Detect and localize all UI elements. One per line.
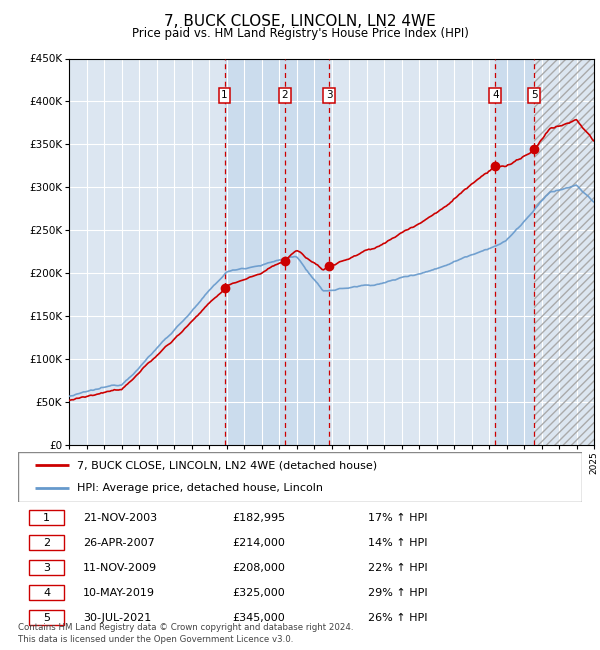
FancyBboxPatch shape (29, 610, 64, 625)
Text: 5: 5 (43, 613, 50, 623)
FancyBboxPatch shape (29, 560, 64, 575)
FancyBboxPatch shape (18, 452, 582, 502)
Text: £214,000: £214,000 (232, 538, 285, 548)
Text: 7, BUCK CLOSE, LINCOLN, LN2 4WE: 7, BUCK CLOSE, LINCOLN, LN2 4WE (164, 14, 436, 29)
Text: 21-NOV-2003: 21-NOV-2003 (83, 513, 157, 523)
Text: £208,000: £208,000 (232, 563, 285, 573)
Text: 5: 5 (531, 90, 538, 100)
Text: 11-NOV-2009: 11-NOV-2009 (83, 563, 157, 573)
Text: £325,000: £325,000 (232, 588, 285, 598)
Text: 2: 2 (43, 538, 50, 548)
Text: £345,000: £345,000 (232, 613, 285, 623)
Text: 1: 1 (221, 90, 228, 100)
Text: This data is licensed under the Open Government Licence v3.0.: This data is licensed under the Open Gov… (18, 634, 293, 644)
Text: 29% ↑ HPI: 29% ↑ HPI (368, 588, 427, 598)
Text: 1: 1 (43, 513, 50, 523)
Text: 3: 3 (43, 563, 50, 573)
Text: 17% ↑ HPI: 17% ↑ HPI (368, 513, 427, 523)
Text: 3: 3 (326, 90, 332, 100)
Bar (224, 58, 329, 445)
Bar (534, 58, 594, 445)
Text: 22% ↑ HPI: 22% ↑ HPI (368, 563, 427, 573)
Bar (495, 58, 534, 445)
Text: 7, BUCK CLOSE, LINCOLN, LN2 4WE (detached house): 7, BUCK CLOSE, LINCOLN, LN2 4WE (detache… (77, 460, 377, 470)
Text: 4: 4 (43, 588, 50, 598)
Text: 26-APR-2007: 26-APR-2007 (83, 538, 155, 548)
FancyBboxPatch shape (29, 586, 64, 601)
FancyBboxPatch shape (29, 510, 64, 525)
Text: 4: 4 (492, 90, 499, 100)
Text: £182,995: £182,995 (232, 513, 286, 523)
Text: 30-JUL-2021: 30-JUL-2021 (83, 613, 151, 623)
Text: 2: 2 (281, 90, 288, 100)
Text: Price paid vs. HM Land Registry's House Price Index (HPI): Price paid vs. HM Land Registry's House … (131, 27, 469, 40)
Text: 14% ↑ HPI: 14% ↑ HPI (368, 538, 427, 548)
Text: 10-MAY-2019: 10-MAY-2019 (83, 588, 155, 598)
Text: 26% ↑ HPI: 26% ↑ HPI (368, 613, 427, 623)
FancyBboxPatch shape (29, 535, 64, 550)
Text: Contains HM Land Registry data © Crown copyright and database right 2024.: Contains HM Land Registry data © Crown c… (18, 623, 353, 632)
Bar (534, 58, 594, 445)
Text: HPI: Average price, detached house, Lincoln: HPI: Average price, detached house, Linc… (77, 484, 323, 493)
